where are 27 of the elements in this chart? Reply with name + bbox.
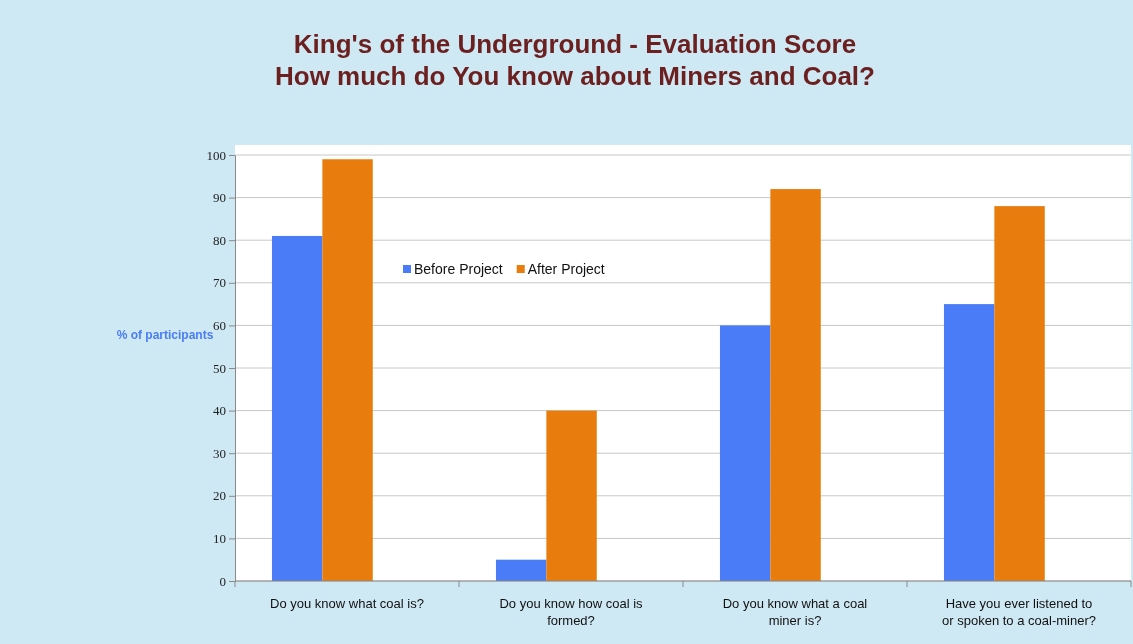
bar bbox=[994, 206, 1045, 581]
legend-label: Before Project bbox=[414, 261, 503, 277]
y-tick-label: 100 bbox=[206, 147, 226, 163]
y-tick-label: 70 bbox=[213, 275, 226, 291]
x-tick-label: Have you ever listened to or spoken to a coal-miner? bbox=[942, 596, 1096, 628]
y-tick-label: 30 bbox=[213, 445, 226, 461]
x-tick-label: Do you know what a coal miner is? bbox=[722, 596, 868, 628]
y-tick-label: 60 bbox=[213, 318, 226, 334]
bar bbox=[495, 559, 547, 581]
y-tick-label: 10 bbox=[213, 531, 226, 547]
y-tick-label: 20 bbox=[213, 488, 226, 504]
bar bbox=[322, 159, 373, 581]
chart-title: King's of the Underground - Evaluation Score How much do You know about Miners and Coal? bbox=[275, 29, 875, 91]
bar bbox=[770, 189, 821, 581]
bar bbox=[943, 304, 995, 581]
y-tick-label: 0 bbox=[219, 573, 226, 589]
legend-label: After Project bbox=[527, 261, 605, 277]
y-tick-label: 40 bbox=[213, 403, 226, 419]
bar bbox=[546, 410, 597, 581]
x-tick-label: Do you know what coal is? bbox=[270, 596, 424, 611]
x-tick-label: Do you know how coal is formed? bbox=[499, 596, 644, 628]
y-axis-title: % of participants bbox=[116, 328, 214, 342]
bar bbox=[271, 235, 323, 581]
y-tick-label: 50 bbox=[213, 360, 226, 376]
y-tick-label: 90 bbox=[213, 190, 226, 206]
bar bbox=[719, 325, 771, 581]
y-tick-label: 80 bbox=[213, 232, 226, 248]
